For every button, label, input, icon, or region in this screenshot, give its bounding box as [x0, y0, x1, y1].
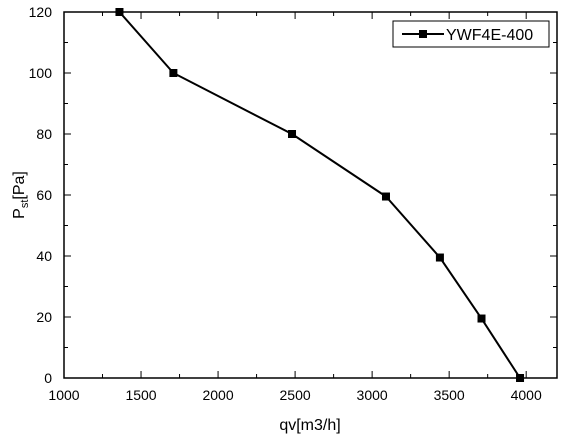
y-axis-title-main: P — [11, 208, 28, 219]
x-tick-label: 3000 — [357, 387, 388, 403]
data-point — [477, 314, 486, 323]
y-tick-label: 60 — [36, 187, 52, 203]
data-point — [288, 130, 297, 138]
x-axis-title: qv[m3/h] — [279, 417, 340, 434]
y-axis-title: Pst[Pa] — [11, 171, 31, 219]
plot-area — [63, 11, 558, 379]
y-tick-label: 40 — [36, 248, 52, 264]
y-tick-label: 20 — [36, 309, 52, 325]
data-point — [381, 192, 390, 201]
x-tick-label: 2500 — [280, 387, 311, 403]
y-axis-title-sub: st — [19, 200, 31, 209]
legend: YWF4E-400 — [392, 20, 550, 48]
x-tick-label: 1500 — [125, 387, 156, 403]
x-tick-label: 3500 — [434, 387, 465, 403]
x-tick-label: 4000 — [511, 387, 542, 403]
x-tick-label: 2000 — [202, 387, 233, 403]
legend-label: YWF4E-400 — [446, 27, 533, 44]
data-point — [516, 374, 525, 382]
y-tick-label: 100 — [29, 65, 53, 81]
y-tick-label: 0 — [44, 370, 52, 386]
y-axis: 0 20 40 60 80 100 120 — [29, 4, 557, 386]
y-tick-label: 120 — [29, 4, 53, 20]
data-point — [435, 253, 444, 262]
x-tick-label: 1000 — [48, 387, 79, 403]
y-tick-label: 80 — [36, 126, 52, 142]
data-point — [115, 8, 124, 16]
data-point — [169, 69, 178, 77]
plot-frame — [63, 11, 558, 379]
x-axis: 1000 1500 2000 2500 3000 3500 4000 — [48, 12, 542, 403]
legend-marker-swatch — [419, 30, 427, 38]
series-line — [118, 11, 521, 379]
series-layer — [115, 8, 525, 382]
y-axis-title-unit: [Pa] — [11, 171, 28, 199]
